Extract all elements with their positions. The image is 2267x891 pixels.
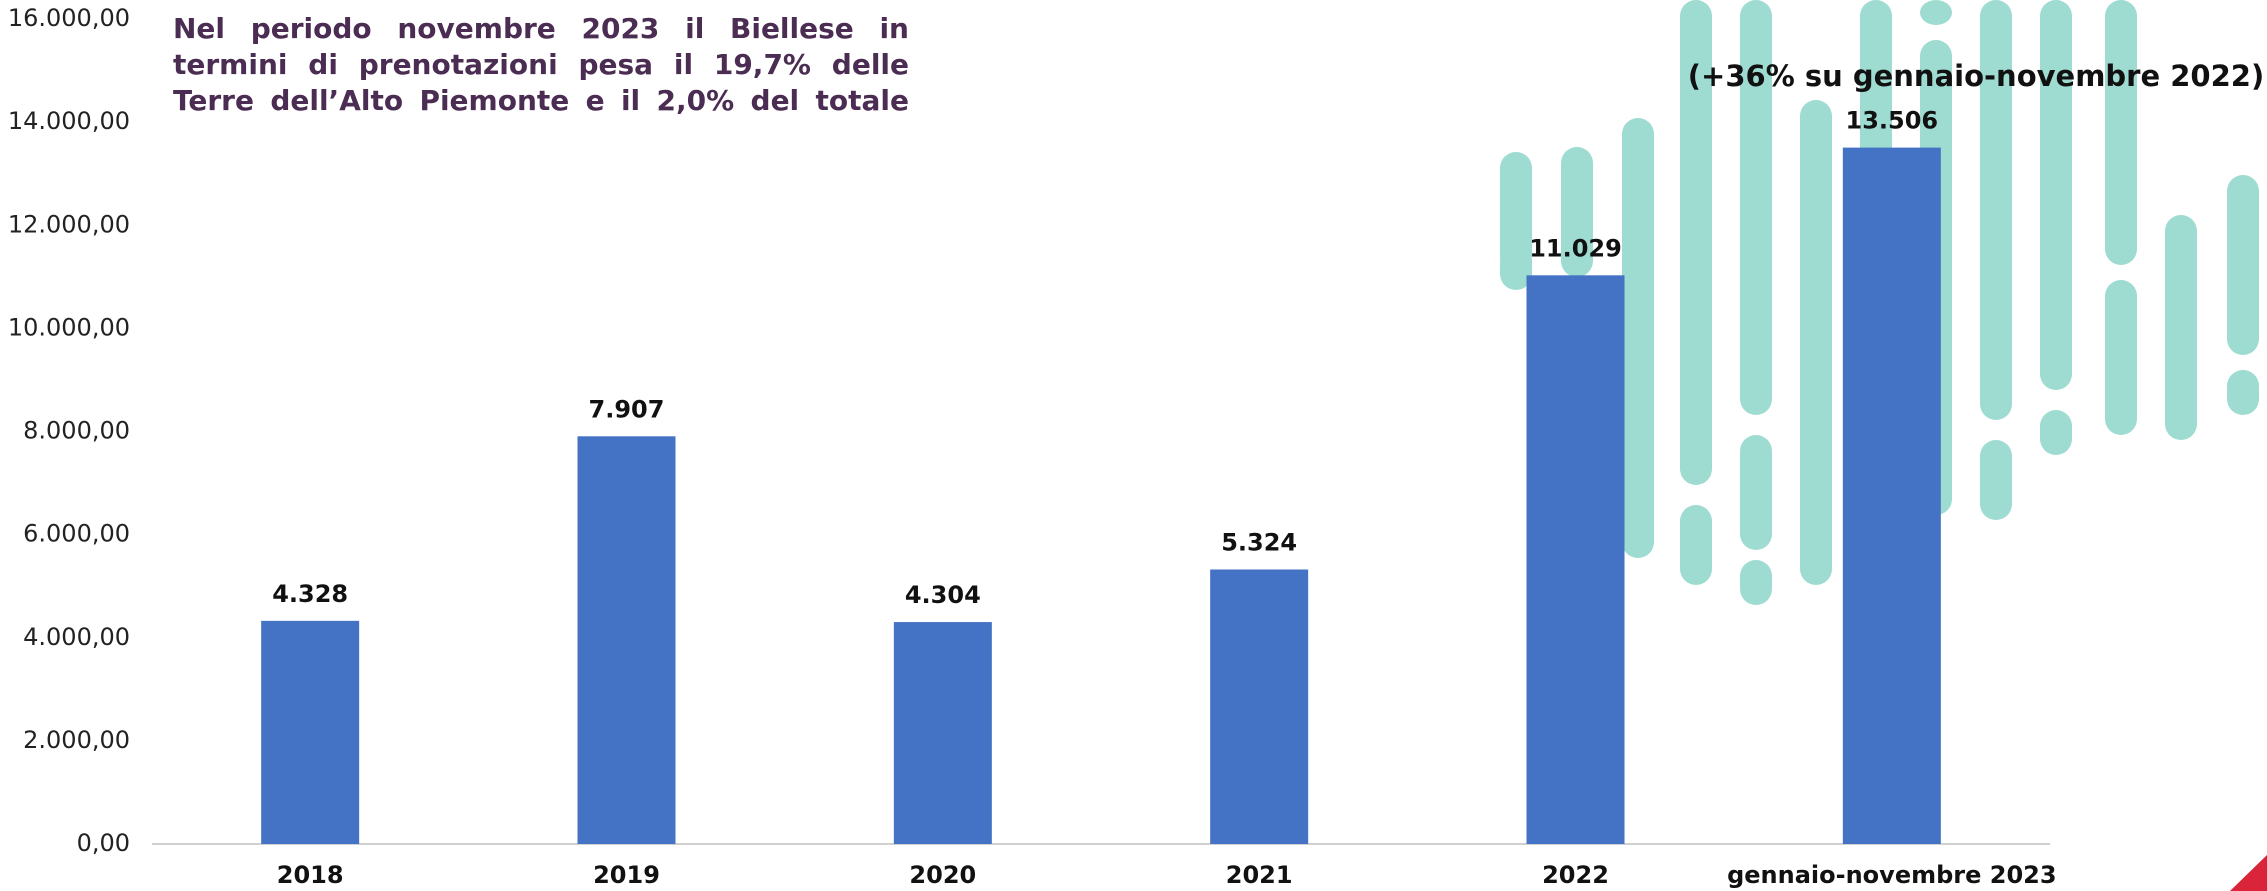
bar (1842, 147, 1941, 845)
y-tick-label: 10.000,00 (8, 313, 130, 341)
y-tick-label: 4.000,00 (23, 623, 130, 651)
x-tick-label: 2019 (593, 861, 660, 889)
y-tick-label: 8.000,00 (23, 417, 130, 445)
bar (893, 622, 992, 844)
y-tick-label: 0,00 (77, 829, 130, 857)
x-tick-label: 2020 (909, 861, 976, 889)
y-tick-label: 16.000,00 (8, 4, 130, 32)
value-label: 7.907 (589, 395, 665, 423)
x-tick-label: 2022 (1542, 861, 1609, 889)
y-tick-label: 14.000,00 (8, 107, 130, 135)
bar (1526, 275, 1625, 844)
bar (1210, 569, 1309, 844)
x-tick-label: 2021 (1226, 861, 1293, 889)
value-label: 4.328 (272, 580, 348, 608)
y-tick-label: 12.000,00 (8, 210, 130, 238)
value-label: 4.304 (905, 581, 981, 609)
bar (577, 436, 676, 844)
y-tick-label: 6.000,00 (23, 520, 130, 548)
x-tick-label: 2018 (277, 861, 344, 889)
bar (261, 620, 360, 844)
chart-title: Nel periodo novembre 2023 il Biellese in… (173, 12, 909, 123)
title-box: Nel periodo novembre 2023 il Biellese in… (173, 12, 909, 123)
value-label: 13.506 (1846, 107, 1939, 135)
value-label: 5.324 (1221, 528, 1297, 556)
y-tick-label: 2.000,00 (23, 726, 130, 754)
annotation: (+36% su gennaio-novembre 2022) (1688, 59, 2264, 93)
value-label: 11.029 (1529, 234, 1622, 262)
x-tick-label: gennaio-novembre 2023 (1727, 861, 2056, 889)
